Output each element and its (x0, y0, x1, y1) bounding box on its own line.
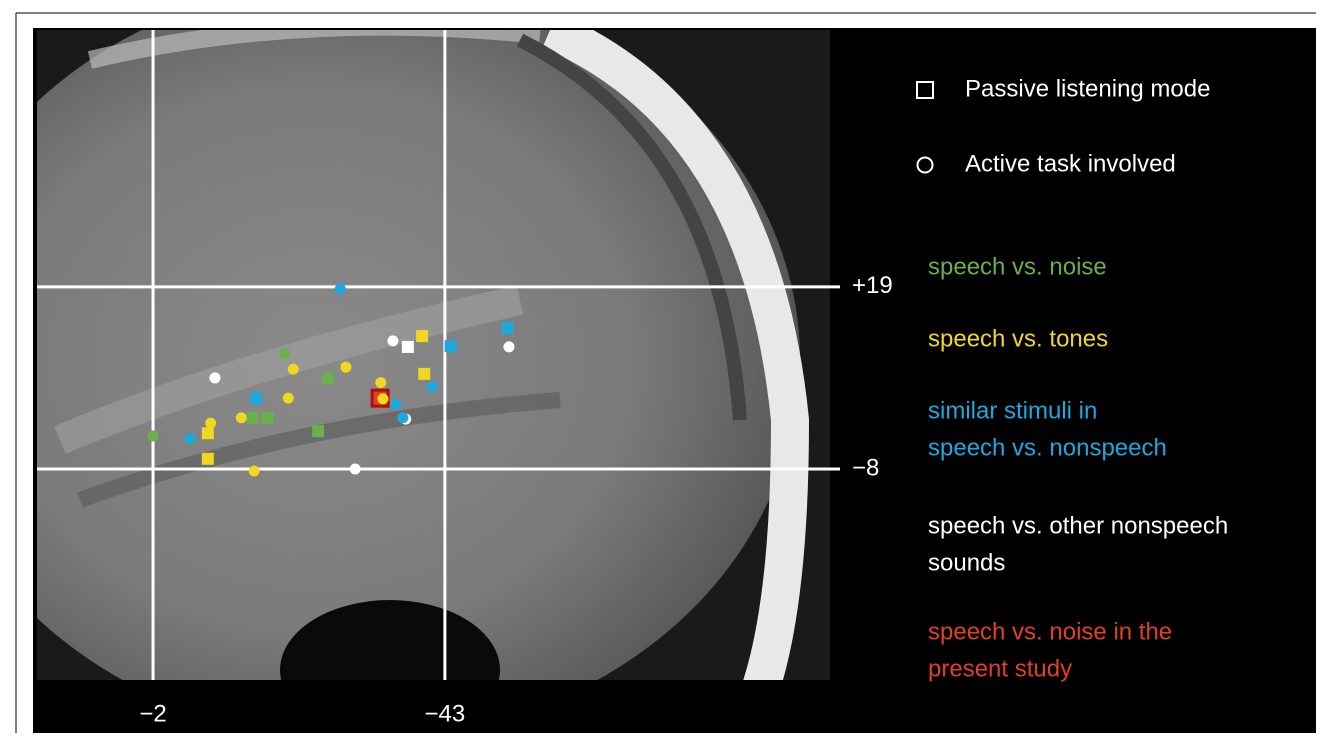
legend-marker (916, 156, 934, 174)
data-point (282, 392, 294, 404)
legend-label: speech vs. noise in the (928, 618, 1172, 645)
data-point (209, 372, 221, 384)
data-point (426, 381, 438, 393)
legend-label: similar stimuli in (928, 397, 1097, 424)
legend-label: Active task involved (965, 150, 1176, 177)
data-point (377, 393, 389, 405)
data-point (501, 322, 514, 335)
data-point (416, 330, 429, 343)
y-tick-label: −8 (852, 454, 879, 481)
legend-label: present study (928, 655, 1072, 682)
legend-label: speech vs. tones (928, 325, 1108, 352)
data-point (401, 340, 414, 353)
brain-image (37, 30, 830, 680)
data-point (322, 372, 335, 385)
data-point (287, 363, 299, 375)
data-point (246, 411, 259, 424)
data-point (349, 463, 361, 475)
data-point (184, 433, 196, 445)
legend-label: Passive listening mode (965, 75, 1210, 102)
legend-label: speech vs. other nonspeech (928, 512, 1228, 539)
data-point (250, 392, 263, 405)
legend-label: speech vs. noise (928, 253, 1107, 280)
data-point (312, 425, 325, 438)
data-point (340, 361, 352, 373)
legend-label: sounds (928, 549, 1005, 576)
data-point (444, 340, 457, 353)
data-point (205, 417, 217, 429)
y-tick-label: +19 (852, 272, 893, 299)
data-point (261, 411, 274, 424)
data-point (503, 341, 515, 353)
data-point (390, 398, 402, 410)
legend-marker (916, 81, 934, 99)
data-point (248, 465, 260, 477)
data-point (334, 283, 346, 295)
data-point (387, 335, 399, 347)
x-tick-label: −43 (425, 700, 466, 727)
data-point (418, 367, 431, 380)
data-point (375, 377, 387, 389)
data-point (279, 348, 291, 360)
legend-label: speech vs. nonspeech (928, 434, 1167, 461)
data-point (397, 412, 409, 424)
data-point (147, 430, 159, 442)
x-tick-label: −2 (139, 700, 166, 727)
data-point (201, 452, 214, 465)
data-point (235, 412, 247, 424)
data-point (201, 427, 214, 440)
